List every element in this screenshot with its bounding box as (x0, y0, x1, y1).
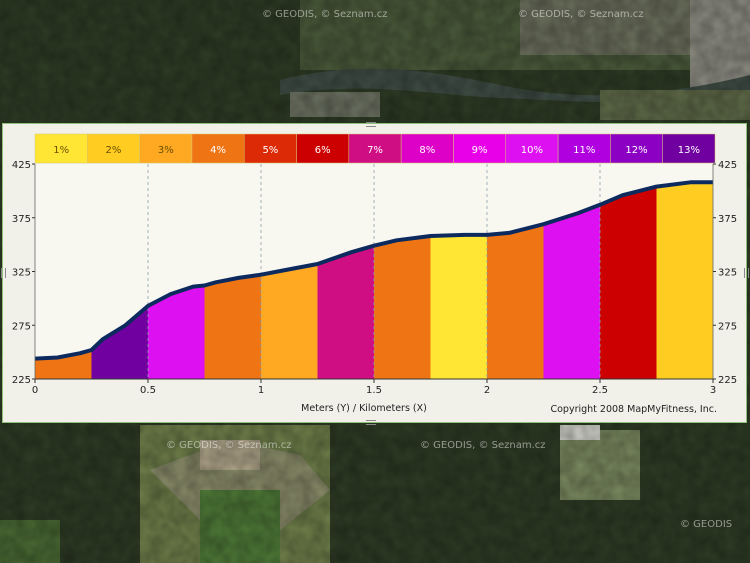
grade-legend-swatch (34, 133, 88, 164)
resize-handle-bottom[interactable] (366, 420, 376, 425)
x-tick-label: 3 (710, 385, 716, 396)
grade-legend-swatch (400, 133, 454, 164)
grade-legend-swatch (139, 133, 193, 164)
grade-segment (656, 182, 713, 379)
grade-legend-label: 8% (419, 145, 435, 156)
y-tick-label-right: 325 (718, 268, 737, 279)
grade-segment (35, 350, 92, 379)
grade-legend-label: 5% (262, 145, 278, 156)
x-tick-label: 2.5 (592, 385, 608, 396)
grade-legend-swatch (505, 133, 559, 164)
x-tick-label: 0.5 (140, 385, 156, 396)
grade-legend-label: 7% (367, 145, 383, 156)
map-watermark: © GEODIS, © Seznam.cz (262, 9, 388, 20)
resize-handle-top[interactable] (366, 122, 376, 127)
grade-segment (91, 305, 148, 379)
x-axis-label: Meters (Y) / Kilometers (X) (301, 403, 427, 414)
elevation-chart[interactable]: 1% 2% 3% 4% 5% 6% 7% 8% 9% 10% 11% 12% 13%0 0.5 1 1.5 2 2… (3, 124, 746, 422)
x-tick-label: 1 (258, 385, 264, 396)
grade-legend-label: 1% (53, 145, 69, 156)
grade-legend-label: 4% (210, 145, 226, 156)
grade-legend-swatch (243, 133, 297, 164)
grade-legend-label: 13% (678, 145, 700, 156)
grade-segment (204, 274, 261, 379)
grade-legend-label: 2% (106, 145, 122, 156)
y-tick-label-left: 275 (12, 321, 31, 332)
y-tick-label-left: 325 (12, 268, 31, 279)
grade-legend-swatch (87, 133, 140, 164)
grade-segment (374, 236, 431, 379)
grade-segment (543, 204, 600, 379)
grade-legend-swatch (453, 133, 507, 164)
grade-segment (487, 224, 544, 379)
grade-legend-label: 6% (315, 145, 331, 156)
y-tick-label-right: 425 (718, 160, 737, 171)
resize-handle-right[interactable] (744, 268, 749, 278)
grade-legend-swatch (348, 133, 402, 164)
grade-legend-swatch (610, 133, 663, 164)
x-tick-label: 1.5 (366, 385, 382, 396)
grade-segment (430, 234, 487, 379)
y-tick-label-left: 425 (12, 160, 31, 171)
grade-legend-label: 12% (625, 145, 647, 156)
grade-legend-label: 9% (472, 145, 488, 156)
y-tick-label-right: 225 (718, 375, 737, 386)
map-watermark: © GEODIS, © Seznam.cz (166, 440, 292, 451)
y-tick-label-right: 275 (718, 321, 737, 332)
y-tick-label-left: 225 (12, 375, 31, 386)
elevation-profile-line (34, 180, 713, 361)
grade-legend-label: 11% (573, 145, 595, 156)
y-tick-label-right: 375 (718, 214, 737, 225)
y-tick-label-left: 375 (12, 214, 31, 225)
copyright-text: Copyright 2008 MapMyFitness, Inc. (550, 404, 717, 415)
grade-segment (261, 264, 318, 379)
grade-segment (317, 245, 374, 379)
grade-legend-label: 10% (521, 145, 543, 156)
grade-segment (600, 186, 657, 379)
resize-handle-left[interactable] (1, 268, 6, 278)
x-tick-label: 0 (32, 385, 38, 396)
map-watermark: © GEODIS, © Seznam.cz (420, 440, 546, 451)
grade-legend-swatch (662, 133, 716, 164)
grade-legend-swatch (557, 133, 611, 164)
map-watermark: © GEODIS (680, 519, 733, 530)
grade-segment (148, 285, 205, 379)
x-tick-label: 2 (484, 385, 490, 396)
elevation-panel: 1% 2% 3% 4% 5% 6% 7% 8% 9% 10% 11% 12% 13% 0 0.5 1 1.5 2 2… (2, 123, 747, 423)
grade-legend-label: 3% (158, 145, 174, 156)
map-watermark: © GEODIS, © Seznam.cz (518, 9, 644, 20)
